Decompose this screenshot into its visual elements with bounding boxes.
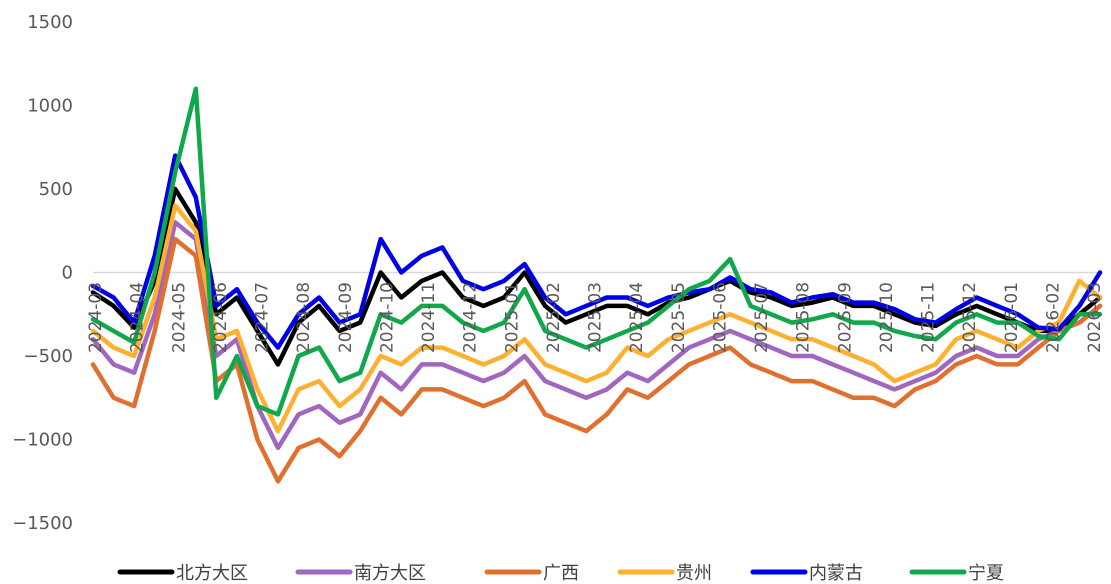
legend-label: 北方大区 xyxy=(176,563,248,584)
x-tick-label: 2026-03 xyxy=(1085,282,1105,353)
x-tick-label: 2024-06 xyxy=(211,282,231,353)
x-tick-label: 2025-02 xyxy=(544,282,564,353)
series-line-0 xyxy=(90,186,1103,367)
legend-item: 贵州 xyxy=(617,563,712,584)
legend: 北方大区 南方大区 广西 贵州 内蒙古 宁夏 xyxy=(117,563,1004,584)
x-tick-label: 2025-08 xyxy=(794,282,814,353)
x-tick-label: 2025-04 xyxy=(627,282,647,353)
y-tick-label: −1500 xyxy=(12,513,73,534)
x-tick-label: 2025-06 xyxy=(710,282,730,353)
y-tick-label: −1000 xyxy=(12,430,73,451)
x-tick-label: 2025-10 xyxy=(877,282,897,353)
x-tick-label: 2025-05 xyxy=(669,282,689,353)
y-tick-label: −500 xyxy=(24,346,73,367)
legend-item: 南方大区 xyxy=(295,563,426,584)
x-tick-label: 2024-11 xyxy=(419,282,439,353)
x-tick-label: 2025-03 xyxy=(586,282,606,353)
legend-item: 北方大区 xyxy=(117,563,248,584)
series-line-2 xyxy=(90,236,1103,484)
y-tick-label: 500 xyxy=(39,179,73,200)
x-tick-label: 2024-12 xyxy=(461,282,481,353)
x-tick-label: 2025-01 xyxy=(502,282,522,353)
series-line-3 xyxy=(90,203,1103,434)
series-line-1 xyxy=(90,220,1103,451)
y-axis-ticks: 1500 1000 500 0 −500 −1000 −1500 xyxy=(12,12,73,534)
legend-item: 广西 xyxy=(484,563,579,584)
y-tick-label: 1500 xyxy=(27,12,73,33)
x-axis-ticks: 2024-03 2024-04 2024-05 2024-06 2024-07 2024-… xyxy=(86,282,1105,353)
legend-label: 内蒙古 xyxy=(809,563,863,584)
legend-label: 贵州 xyxy=(676,563,712,584)
x-tick-label: 2025-09 xyxy=(835,282,855,353)
series-line-5 xyxy=(90,86,1103,417)
series-line-4 xyxy=(90,153,1103,350)
x-tick-label: 2025-11 xyxy=(919,282,939,353)
legend-label: 宁夏 xyxy=(968,563,1004,584)
x-tick-label: 2024-04 xyxy=(128,282,148,353)
y-tick-label: 0 xyxy=(62,263,73,284)
y-tick-label: 1000 xyxy=(27,96,73,117)
x-tick-label: 2026-02 xyxy=(1043,282,1063,353)
x-tick-label: 2024-07 xyxy=(253,282,273,353)
x-tick-label: 2026-01 xyxy=(1002,282,1022,353)
legend-item: 内蒙古 xyxy=(750,563,863,584)
series-lines xyxy=(90,86,1103,484)
x-tick-label: 2024-03 xyxy=(86,282,106,353)
x-tick-label: 2025-12 xyxy=(960,282,980,353)
legend-item: 宁夏 xyxy=(909,563,1004,584)
x-tick-label: 2025-07 xyxy=(752,282,772,353)
x-tick-label: 2024-05 xyxy=(169,282,189,353)
legend-label: 广西 xyxy=(543,563,579,584)
x-tick-label: 2024-09 xyxy=(336,282,356,353)
x-tick-label: 2024-08 xyxy=(294,282,314,353)
x-tick-label: 2024-10 xyxy=(377,282,397,353)
legend-label: 南方大区 xyxy=(354,563,426,584)
